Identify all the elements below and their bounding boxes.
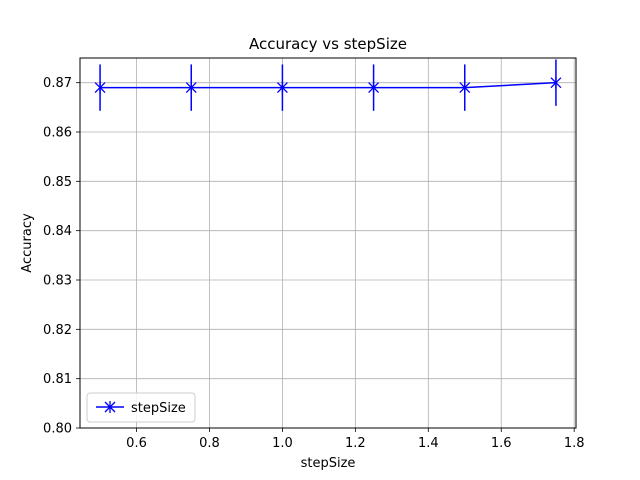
x-tick-label: 0.6 [126,436,147,451]
y-tick-label: 0.85 [43,175,72,190]
data-point [185,81,197,94]
data-point [94,81,106,94]
legend: stepSize [86,392,196,423]
data-point [276,81,288,94]
x-axis: 0.6 0.8 1.0 1.2 1.4 1.6 1.8 [126,428,585,451]
x-tick-label: 1.4 [418,436,439,451]
chart-title: Accuracy vs stepSize [249,35,407,53]
y-tick-label: 0.81 [43,372,72,387]
grid-lines [80,58,576,429]
data-point [368,81,380,94]
x-tick-label: 1.2 [345,436,366,451]
y-tick-label: 0.82 [43,323,72,338]
y-axis-title: Accuracy [20,213,35,273]
y-axis: 0.80 0.81 0.82 0.83 0.84 0.85 0.86 0.87 [43,76,80,437]
x-axis-title: stepSize [301,456,356,471]
y-tick-label: 0.84 [43,224,72,239]
data-point [550,76,562,89]
y-tick-label: 0.83 [43,274,72,289]
data-point [459,81,471,94]
series-line [100,81,556,89]
x-tick-label: 1.8 [564,436,585,451]
legend-box [86,392,196,423]
series-layer [94,59,562,111]
y-tick-label: 0.86 [43,126,72,141]
legend-marker [104,401,116,413]
y-tick-label: 0.80 [43,422,72,437]
legend-label: stepSize [131,401,186,416]
x-tick-label: 0.8 [199,436,220,451]
x-tick-label: 1.0 [272,436,293,451]
plot-frame [79,57,577,429]
y-tick-label: 0.87 [43,76,72,91]
x-tick-label: 1.6 [491,436,512,451]
